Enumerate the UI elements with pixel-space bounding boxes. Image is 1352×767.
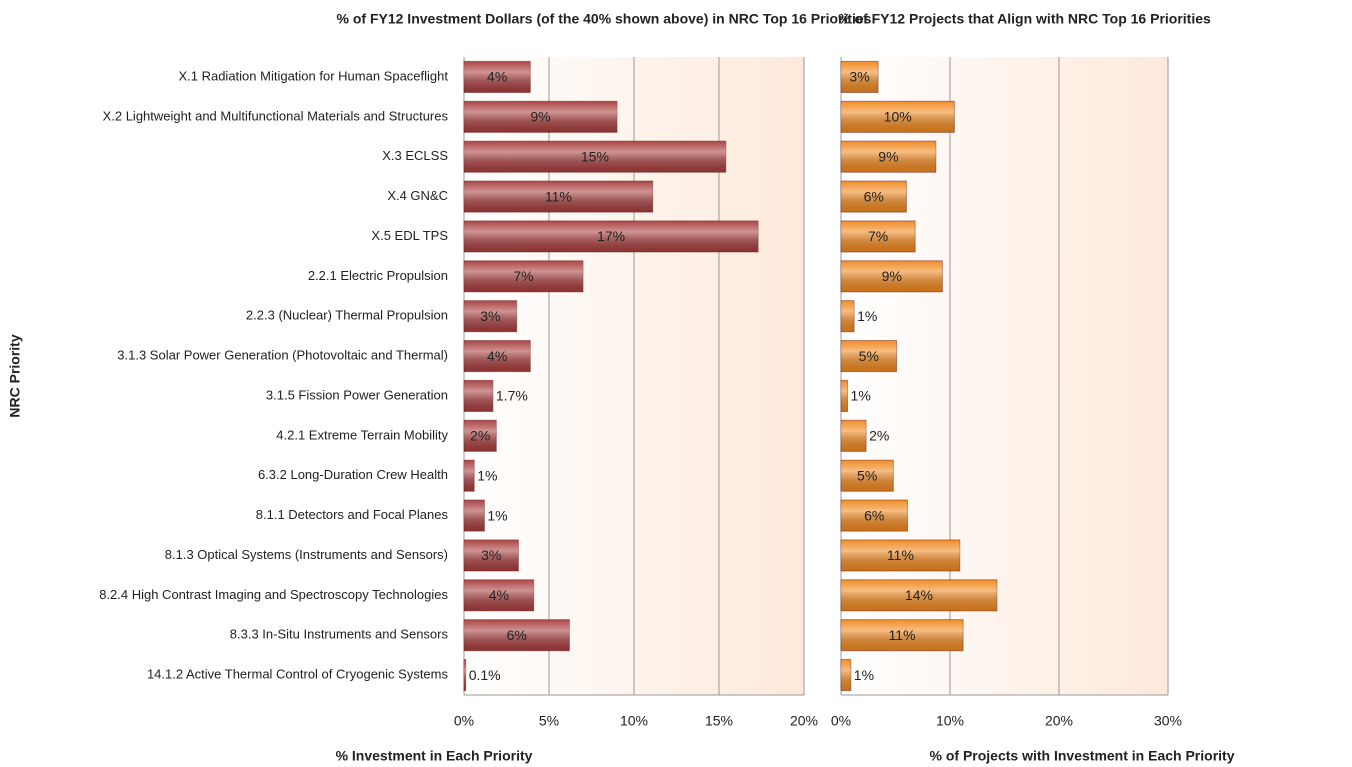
data-label: 14% [905,587,933,603]
y-tick-label: 2.2.1 Electric Propulsion [308,268,448,283]
data-label: 9% [878,148,898,164]
y-tick-label: 8.1.1 Detectors and Focal Planes [256,507,449,522]
x-tick-label: 20% [790,713,818,729]
data-label: 1% [857,308,877,324]
bar-shading [841,141,936,173]
y-tick-label: 4.2.1 Extreme Terrain Mobility [276,427,448,442]
data-label: 3% [480,308,500,324]
data-label: 11% [887,547,914,563]
bar-shading [841,260,943,292]
bar-shading [464,659,466,691]
bar-shading [841,300,855,332]
x-tick-label: 5% [539,713,559,729]
data-label: 2% [869,428,889,444]
data-label: 6% [864,507,884,523]
y-tick-label: X.4 GN&C [387,188,448,203]
data-label: 2% [470,428,490,444]
data-label: 1% [854,667,874,683]
y-tick-label: 8.1.3 Optical Systems (Instruments and S… [165,547,448,562]
bar-shading [464,460,475,492]
bar-shading [464,181,653,213]
data-label: 5% [859,348,879,364]
chart-title: % of FY12 Projects that Align with NRC T… [838,11,1211,27]
data-label: 1% [851,388,871,404]
y-tick-label: X.2 Lightweight and Multifunctional Mate… [103,108,449,123]
x-tick-label: 10% [936,713,964,729]
bar-shading [464,380,493,412]
bar-shading [464,260,583,292]
data-label: 15% [581,148,609,164]
bar-shading [464,619,570,651]
data-label: 11% [889,627,916,643]
x-tick-label: 10% [620,713,648,729]
bar-shading [464,61,531,93]
data-label: 7% [513,268,533,284]
bar-shading [841,181,907,213]
bar-shading [464,101,617,133]
data-label: 6% [507,627,527,643]
data-label: 1% [487,507,507,523]
y-tick-label: 14.1.2 Active Thermal Control of Cryogen… [147,667,449,682]
data-label: 0.1% [469,667,501,683]
y-tick-label: 3.1.3 Solar Power Generation (Photovolta… [117,348,448,363]
bar-shading [841,659,851,691]
data-label: 11% [545,188,572,204]
data-label: 5% [857,467,877,483]
bar-shading [841,539,960,571]
bar-shading [841,619,964,651]
y-tick-label: 2.2.3 (Nuclear) Thermal Propulsion [246,308,448,323]
bar-shading [464,420,497,452]
data-label: 17% [597,228,625,244]
bar-shading [464,579,534,611]
data-label: 4% [487,348,507,364]
bar-shading [464,500,485,532]
y-tick-label: 6.3.2 Long-Duration Crew Health [258,467,448,482]
y-tick-label: X.5 EDL TPS [371,228,448,243]
y-tick-label: 8.2.4 High Contrast Imaging and Spectros… [99,587,448,602]
data-label: 7% [868,228,888,244]
data-label: 1.7% [496,388,528,404]
data-label: 3% [481,547,501,563]
data-label: 3% [849,69,869,85]
bar-shading [464,300,517,332]
bar-shading [841,460,894,492]
data-label: 9% [882,268,902,284]
bar-shading [841,101,955,133]
data-label: 4% [487,69,507,85]
x-tick-label: 0% [454,713,474,729]
x-tick-label: 30% [1154,713,1182,729]
bar-shading [841,420,867,452]
bar-shading [841,579,997,611]
data-label: 4% [489,587,509,603]
bar-shading [841,220,916,252]
bar-shading [841,61,879,93]
y-tick-label: 8.3.3 In-Situ Instruments and Sensors [230,627,449,642]
y-tick-label: 3.1.5 Fission Power Generation [266,387,448,402]
bar-shading [464,220,759,252]
bar-shading [464,141,726,173]
data-label: 9% [530,109,550,125]
bar-shading [841,380,848,412]
bar-shading [841,500,908,532]
y-tick-label: X.3 ECLSS [382,148,448,163]
chart-title: % of FY12 Investment Dollars (of the 40%… [337,11,872,27]
x-tick-label: 15% [705,713,733,729]
bar-shading [464,340,531,372]
x-tick-label: 0% [831,713,851,729]
x-tick-label: 20% [1045,713,1073,729]
x-axis-title: % Investment in Each Priority [336,748,533,764]
y-axis-title: NRC Priority [7,334,23,417]
bar-shading [841,340,897,372]
bar-shading [464,539,519,571]
data-label: 1% [477,467,497,483]
y-tick-label: X.1 Radiation Mitigation for Human Space… [178,68,448,83]
x-axis-title: % of Projects with Investment in Each Pr… [930,748,1235,764]
data-label: 10% [884,109,912,125]
data-label: 6% [864,188,884,204]
